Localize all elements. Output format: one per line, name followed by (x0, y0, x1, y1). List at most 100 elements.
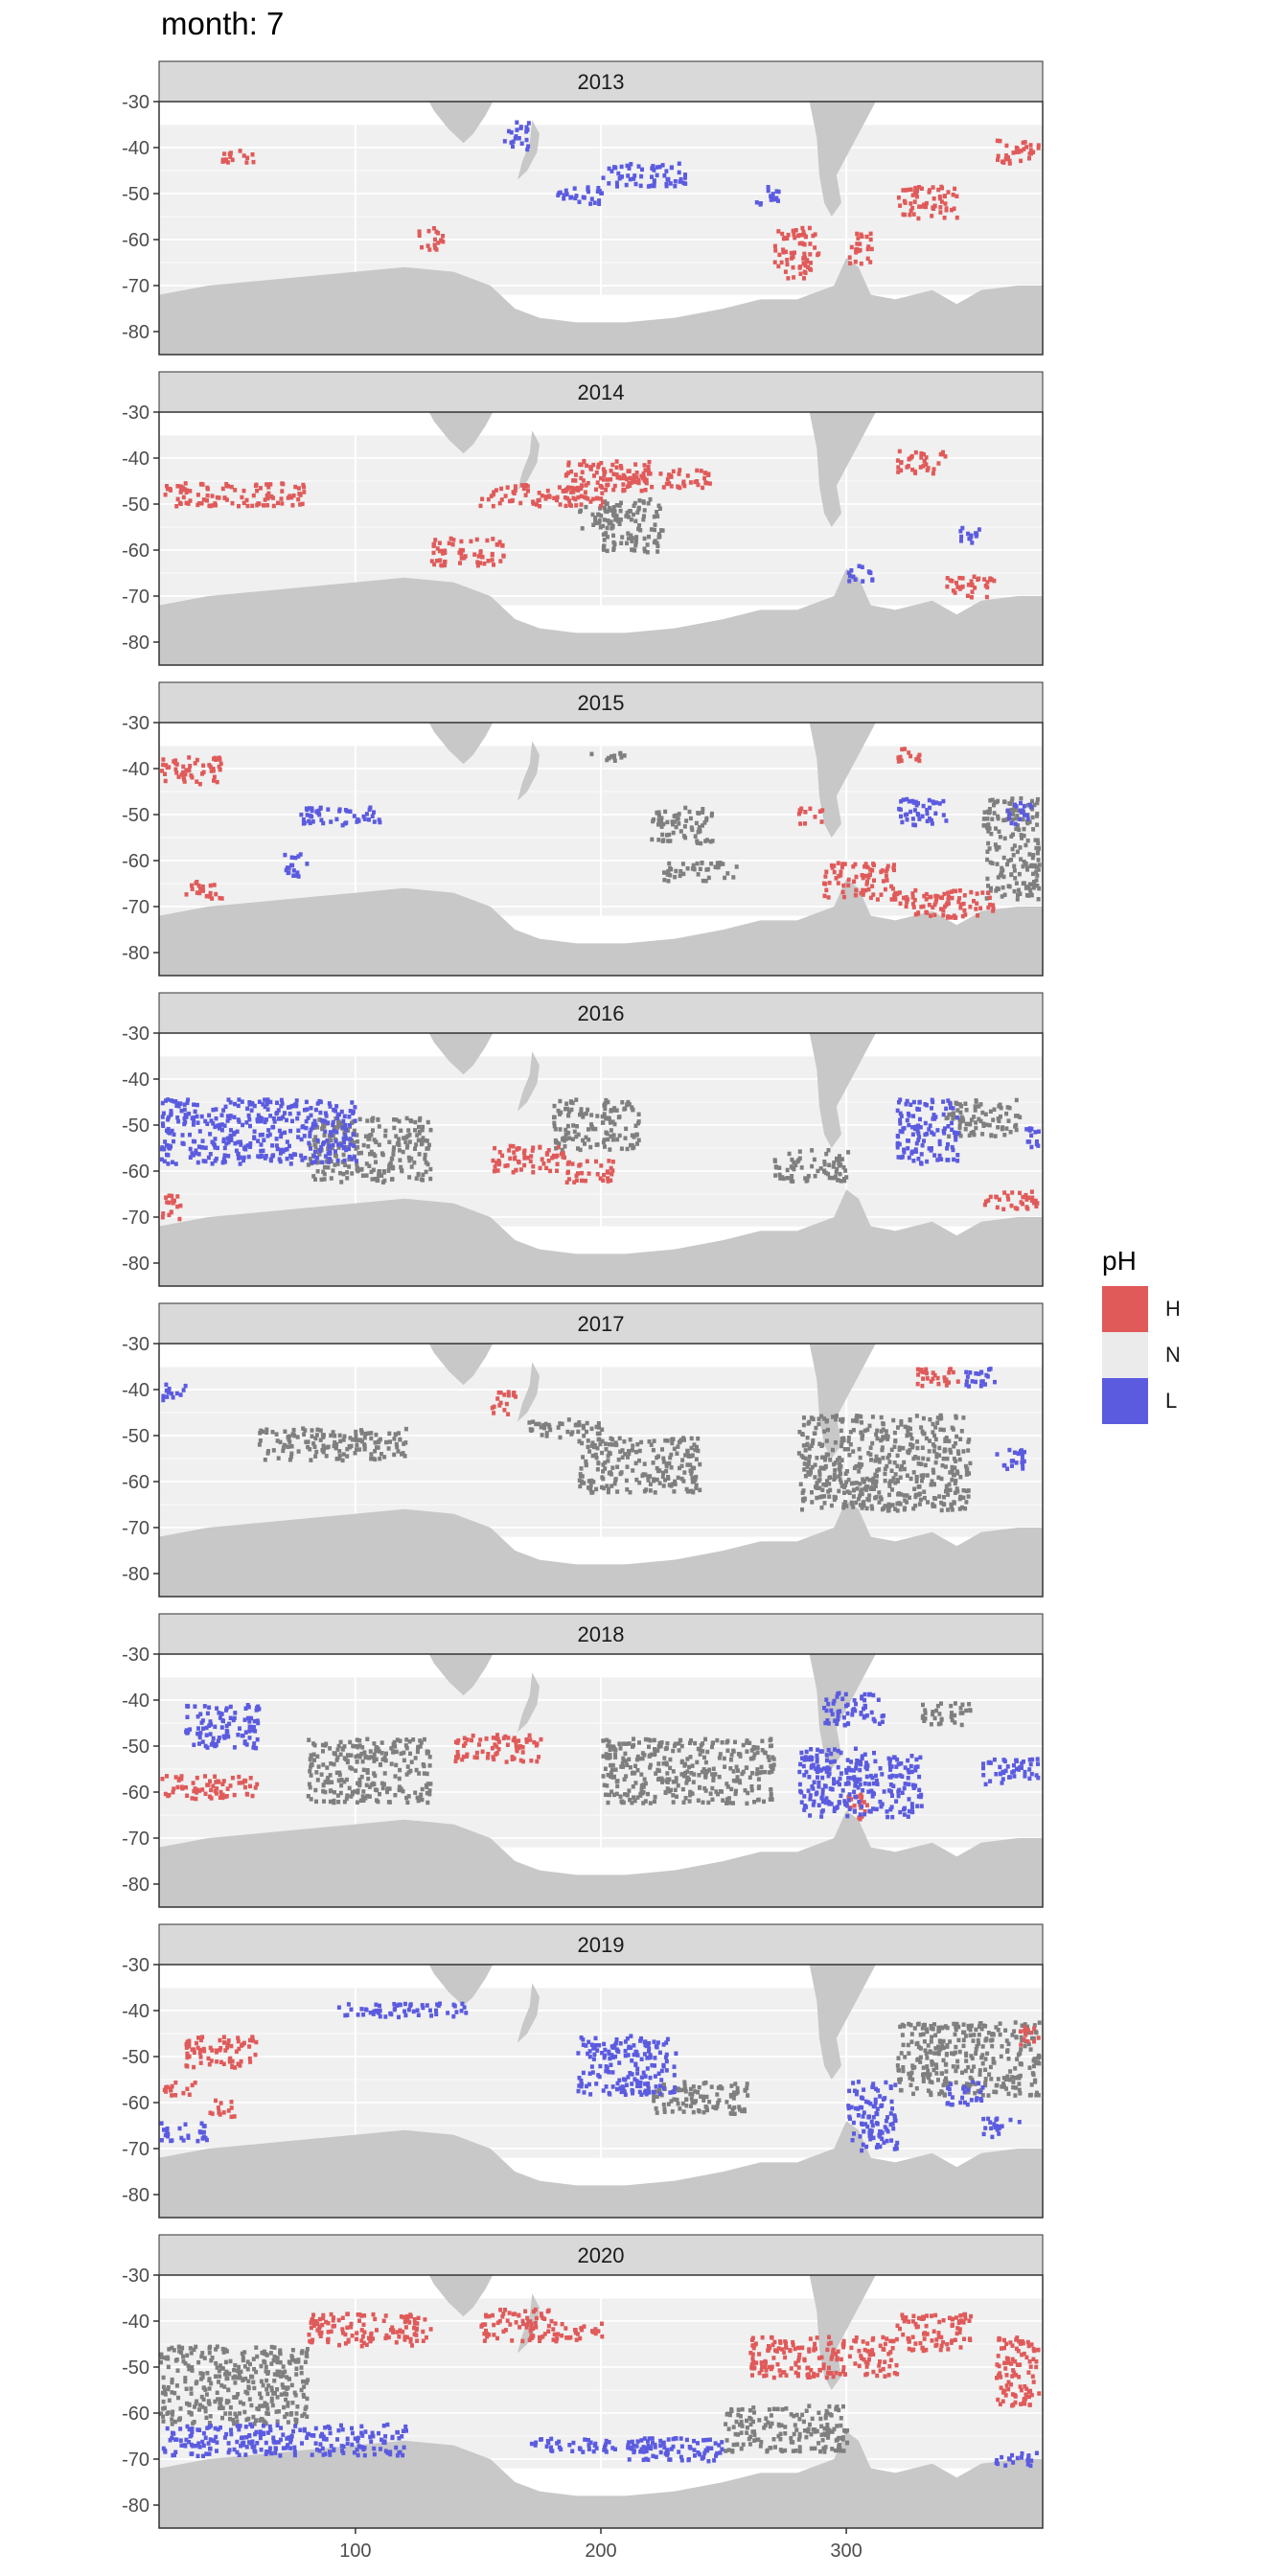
uncertain-cell (958, 1110, 963, 1116)
ph-high-cell (920, 1383, 925, 1389)
uncertain-cell (380, 1180, 385, 1184)
uncertain-cell (769, 1787, 773, 1792)
ph-high-cell (998, 138, 1002, 144)
ph-low-cell (897, 1100, 901, 1105)
ph-low-cell (317, 1098, 322, 1104)
uncertain-cell (846, 1150, 851, 1155)
uncertain-cell (958, 1475, 963, 1480)
uncertain-cell (714, 1789, 719, 1794)
uncertain-cell (664, 1762, 669, 1767)
ph-low-cell (232, 1115, 237, 1119)
ph-low-cell (564, 188, 568, 194)
ph-high-cell (916, 754, 921, 760)
uncertain-cell (954, 1478, 958, 1484)
uncertain-cell (733, 1791, 738, 1797)
ph-low-cell (955, 1153, 960, 1158)
uncertain-cell (605, 535, 610, 540)
uncertain-cell (401, 1788, 405, 1794)
ph-low-cell (180, 1133, 185, 1138)
ph-low-cell (328, 1157, 333, 1162)
uncertain-cell (640, 1751, 645, 1756)
uncertain-cell (913, 1503, 918, 1508)
ph-high-cell (179, 1774, 184, 1779)
uncertain-cell (873, 1495, 878, 1501)
uncertain-cell (291, 1427, 296, 1433)
uncertain-cell (988, 798, 993, 803)
uncertain-cell (553, 1127, 558, 1132)
ph-high-cell (997, 1197, 1001, 1202)
ph-low-cell (916, 812, 921, 817)
uncertain-cell (755, 1745, 759, 1750)
uncertain-cell (851, 1487, 856, 1493)
ph-low-cell (639, 173, 644, 179)
uncertain-cell (955, 1449, 960, 1454)
uncertain-cell (994, 826, 998, 831)
ph-high-cell (959, 585, 963, 590)
uncertain-cell (678, 873, 682, 879)
uncertain-cell (1035, 851, 1040, 856)
uncertain-cell (932, 1433, 937, 1438)
uncertain-cell (356, 1438, 360, 1443)
ph-low-cell (927, 1146, 932, 1151)
uncertain-cell (289, 1444, 294, 1449)
uncertain-cell (958, 1134, 963, 1138)
uncertain-cell (370, 1177, 375, 1182)
ph-high-cell (578, 462, 583, 467)
ph-low-cell (294, 1103, 298, 1109)
uncertain-cell (1016, 892, 1020, 898)
ph-high-cell (190, 886, 195, 891)
ph-low-cell (807, 1775, 812, 1780)
ph-high-cell (1031, 150, 1036, 154)
uncertain-cell (807, 1446, 812, 1451)
ph-high-cell (167, 1200, 172, 1206)
uncertain-cell (643, 1781, 648, 1786)
ph-high-cell (220, 157, 225, 162)
uncertain-cell (675, 1794, 678, 1799)
uncertain-cell (308, 1157, 312, 1162)
uncertain-cell (614, 514, 619, 518)
ph-low-cell (228, 1704, 233, 1710)
ph-low-cell (617, 176, 622, 181)
ph-low-cell (776, 198, 780, 203)
ph-high-cell (986, 905, 991, 910)
ph-low-cell (239, 1142, 243, 1147)
ph-low-cell (974, 1371, 978, 1376)
uncertain-cell (698, 1461, 702, 1467)
uncertain-cell (611, 545, 616, 551)
ph-high-cell (462, 1736, 467, 1740)
uncertain-cell (310, 1428, 314, 1433)
uncertain-cell (1035, 814, 1039, 818)
uncertain-cell (837, 1488, 841, 1494)
uncertain-cell (954, 1100, 958, 1106)
uncertain-cell (846, 1447, 851, 1452)
uncertain-cell (1017, 871, 1022, 877)
uncertain-cell (387, 1786, 392, 1791)
uncertain-cell (923, 1462, 928, 1468)
uncertain-cell (913, 1492, 918, 1498)
uncertain-cell (690, 1476, 695, 1481)
ph-high-cell (919, 455, 924, 460)
uncertain-cell (844, 1504, 849, 1508)
ph-high-cell (912, 897, 917, 903)
uncertain-cell (577, 1478, 582, 1483)
antarctica-land (159, 568, 1043, 665)
ph-low-cell (260, 1116, 264, 1121)
uncertain-cell (616, 1457, 621, 1462)
ph-high-cell (546, 1159, 551, 1163)
uncertain-cell (630, 1800, 634, 1806)
ph-low-cell (304, 1125, 309, 1131)
uncertain-cell (895, 1508, 900, 1513)
uncertain-cell (1012, 863, 1017, 869)
uncertain-cell (670, 1440, 675, 1446)
ph-high-cell (924, 909, 929, 915)
ph-high-cell (985, 585, 990, 590)
ph-high-cell (809, 267, 814, 272)
ph-high-cell (891, 865, 896, 870)
ph-high-cell (210, 494, 215, 498)
ph-low-cell (216, 1738, 220, 1743)
ph-high-cell (497, 540, 502, 545)
ph-high-cell (195, 890, 199, 895)
ph-low-cell (853, 577, 858, 582)
ph-low-cell (372, 810, 376, 815)
uncertain-cell (698, 825, 702, 830)
